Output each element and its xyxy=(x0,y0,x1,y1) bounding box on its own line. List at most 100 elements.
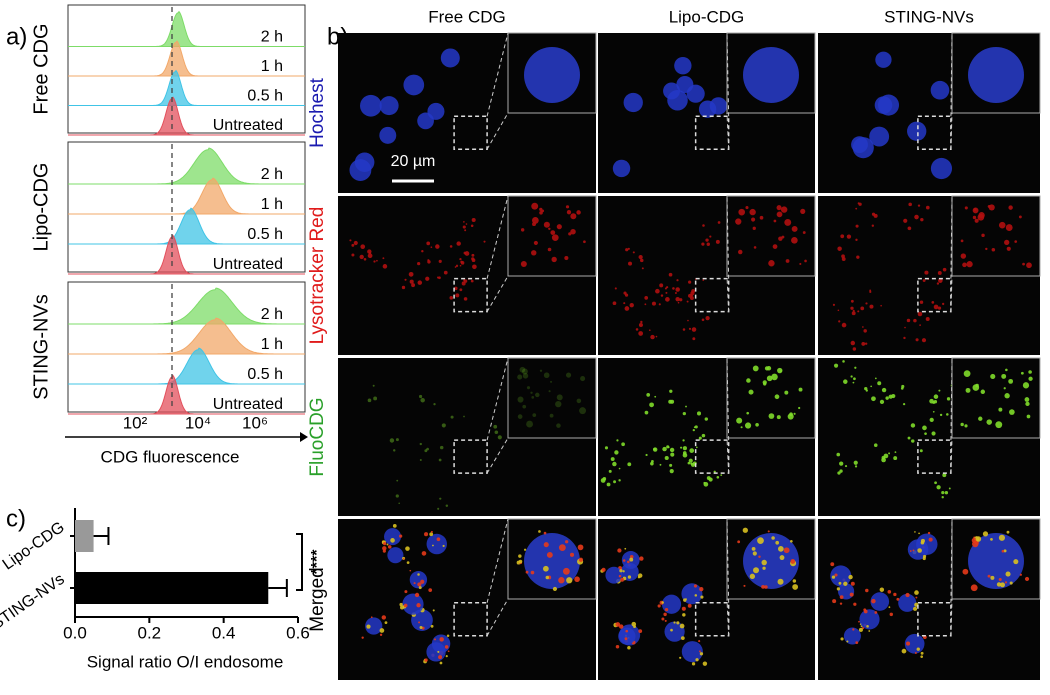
inset-puncta xyxy=(1018,215,1022,219)
puncta xyxy=(459,288,463,292)
row-label: 1 h xyxy=(261,196,283,213)
inset-puncta xyxy=(531,250,537,256)
puncta xyxy=(459,257,462,261)
puncta xyxy=(944,491,949,495)
roi-box xyxy=(917,439,952,474)
puncta xyxy=(716,475,720,479)
inset-puncta xyxy=(556,224,562,230)
puncta xyxy=(832,599,837,604)
puncta xyxy=(850,581,855,586)
puncta xyxy=(865,588,869,593)
puncta xyxy=(933,394,939,399)
puncta xyxy=(661,617,665,621)
puncta xyxy=(853,460,858,465)
puncta xyxy=(852,309,855,312)
inset-puncta xyxy=(1006,246,1011,251)
inset-puncta xyxy=(545,575,550,580)
puncta xyxy=(701,242,705,246)
inset-puncta xyxy=(981,233,985,238)
inset-puncta xyxy=(530,570,535,575)
puncta xyxy=(676,621,680,625)
puncta xyxy=(646,393,651,397)
puncta xyxy=(698,640,701,643)
inset-puncta xyxy=(774,394,780,400)
puncta xyxy=(914,651,917,654)
inset-puncta xyxy=(960,253,967,259)
puncta xyxy=(655,288,660,294)
puncta xyxy=(850,306,854,310)
inset-puncta xyxy=(798,387,803,392)
inset-puncta xyxy=(804,259,807,263)
roi-box xyxy=(453,277,488,313)
puncta xyxy=(889,612,893,617)
puncta xyxy=(694,425,698,429)
puncta xyxy=(881,387,887,393)
puncta xyxy=(888,394,893,399)
puncta xyxy=(420,579,425,584)
inset-puncta xyxy=(790,559,796,564)
roi-box xyxy=(694,115,730,150)
nucleus xyxy=(898,593,917,612)
puncta xyxy=(616,439,619,442)
inset-puncta xyxy=(521,368,528,375)
roi-line xyxy=(486,518,509,603)
inset-puncta xyxy=(964,206,968,210)
scale-bar-label: 20 µm xyxy=(391,153,436,170)
inset-puncta xyxy=(998,407,1003,412)
puncta xyxy=(850,375,853,378)
nucleus xyxy=(661,594,682,614)
puncta xyxy=(494,430,499,435)
inset-puncta xyxy=(543,372,550,379)
puncta xyxy=(709,235,712,238)
puncta xyxy=(409,569,412,572)
inset-puncta xyxy=(783,547,790,554)
puncta xyxy=(873,213,878,218)
puncta xyxy=(904,326,906,329)
puncta xyxy=(682,446,687,451)
puncta xyxy=(430,246,433,249)
inset-puncta xyxy=(1026,414,1031,419)
inset-puncta xyxy=(995,421,1003,429)
row-label: 2 h xyxy=(261,306,283,323)
puncta xyxy=(349,239,352,242)
inset-puncta xyxy=(771,373,778,381)
puncta xyxy=(462,225,466,229)
puncta xyxy=(863,609,868,614)
puncta xyxy=(433,638,437,641)
puncta xyxy=(418,621,421,624)
puncta xyxy=(392,523,397,528)
inset-puncta xyxy=(977,213,985,221)
roi-line xyxy=(950,275,953,312)
inset-puncta xyxy=(1001,373,1007,379)
puncta xyxy=(942,302,945,306)
puncta xyxy=(839,469,843,473)
panel-label: c) xyxy=(6,505,26,532)
puncta xyxy=(446,634,450,637)
x-tick-label: 10⁴ xyxy=(185,413,211,432)
inset-puncta xyxy=(1024,576,1030,582)
puncta xyxy=(839,602,843,605)
inset-puncta xyxy=(776,205,782,211)
puncta xyxy=(703,481,709,487)
puncta xyxy=(938,278,943,283)
puncta xyxy=(404,278,407,281)
puncta xyxy=(688,293,692,298)
puncta xyxy=(690,462,693,465)
puncta xyxy=(877,381,882,386)
puncta xyxy=(638,323,643,328)
puncta xyxy=(682,613,686,617)
puncta xyxy=(644,296,649,300)
puncta xyxy=(850,340,856,346)
puncta xyxy=(379,633,383,636)
inset-puncta xyxy=(768,260,775,267)
puncta xyxy=(885,396,889,400)
puncta xyxy=(399,602,403,607)
roi-box xyxy=(453,115,488,150)
nucleus xyxy=(409,571,428,589)
puncta xyxy=(436,537,441,542)
puncta xyxy=(919,324,921,326)
puncta xyxy=(629,303,634,308)
puncta xyxy=(903,336,906,340)
puncta xyxy=(610,457,615,462)
puncta xyxy=(437,507,440,510)
